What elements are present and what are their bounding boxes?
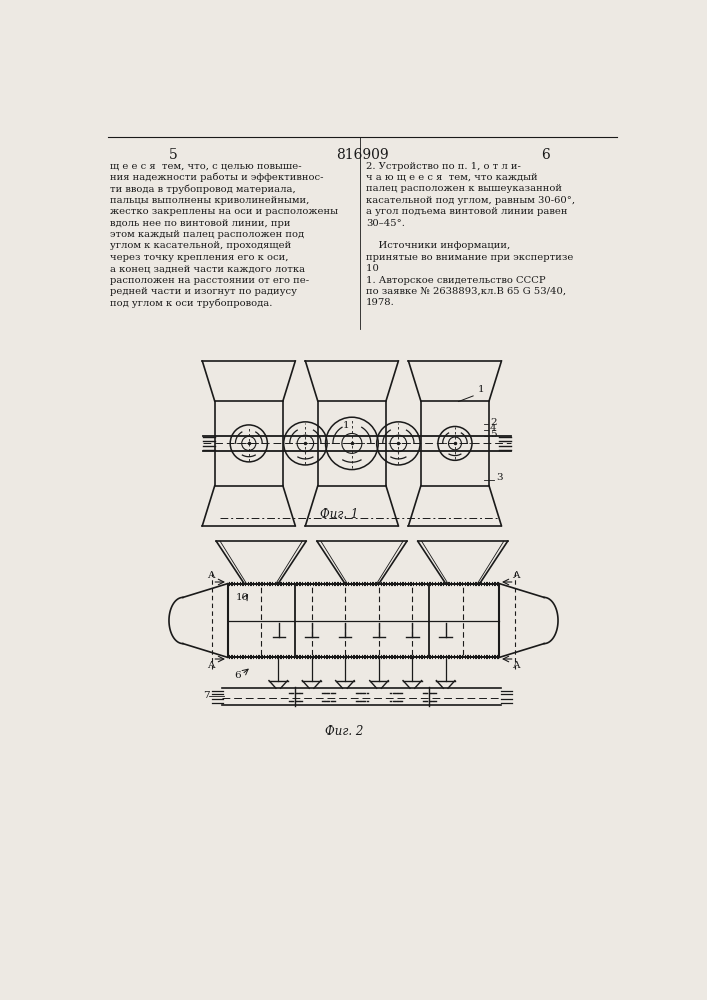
Text: 10: 10	[235, 593, 249, 602]
Text: Источники информации,: Источники информации,	[366, 241, 510, 250]
Text: A: A	[513, 661, 520, 670]
Text: Фиг. 1: Фиг. 1	[320, 508, 358, 521]
Text: палец расположен к вышеуказанной: палец расположен к вышеуказанной	[366, 184, 562, 193]
Text: 1978.: 1978.	[366, 298, 395, 307]
Text: касательной под углом, равным 30-60°,: касательной под углом, равным 30-60°,	[366, 196, 575, 205]
Text: 30–45°.: 30–45°.	[366, 219, 404, 228]
Text: 10: 10	[366, 264, 382, 273]
Text: редней части и изогнут по радиусу: редней части и изогнут по радиусу	[110, 287, 297, 296]
Text: расположен на расстоянии от его пе-: расположен на расстоянии от его пе-	[110, 276, 309, 285]
Text: этом каждый палец расположен под: этом каждый палец расположен под	[110, 230, 304, 239]
Text: жестко закреплены на оси и расположены: жестко закреплены на оси и расположены	[110, 207, 338, 216]
Text: вдоль нее по винтовой линии, при: вдоль нее по винтовой линии, при	[110, 219, 291, 228]
Text: а угол подъема винтовой линии равен: а угол подъема винтовой линии равен	[366, 207, 567, 216]
Text: а конец задней части каждого лотка: а конец задней части каждого лотка	[110, 264, 305, 273]
Text: ч а ю щ е е с я  тем, что каждый: ч а ю щ е е с я тем, что каждый	[366, 173, 537, 182]
Bar	[421, 401, 489, 486]
Text: пальцы выполнены криволинейными,: пальцы выполнены криволинейными,	[110, 196, 310, 205]
Bar	[228, 584, 499, 657]
Text: A: A	[207, 571, 215, 580]
Text: ти ввода в трубопровод материала,: ти ввода в трубопровод материала,	[110, 184, 296, 194]
Text: 816909: 816909	[336, 148, 388, 162]
Text: ния надежности работы и эффективнос-: ния надежности работы и эффективнос-	[110, 173, 324, 182]
Text: углом к касательной, проходящей: углом к касательной, проходящей	[110, 241, 291, 250]
Text: Фиг. 2: Фиг. 2	[325, 725, 363, 738]
Text: 5: 5	[490, 430, 496, 439]
Text: 2. Устройство по п. 1, о т л и-: 2. Устройство по п. 1, о т л и-	[366, 162, 520, 171]
Text: 1. Авторское свидетельство СССР: 1. Авторское свидетельство СССР	[366, 276, 545, 285]
Text: по заявке № 2638893,кл.В 65 G 53/40,: по заявке № 2638893,кл.В 65 G 53/40,	[366, 287, 566, 296]
Text: под углом к оси трубопровода.: под углом к оси трубопровода.	[110, 298, 272, 308]
Text: 3: 3	[496, 473, 503, 482]
Text: A: A	[207, 661, 215, 670]
Text: 6: 6	[542, 148, 550, 162]
Text: 1: 1	[343, 421, 349, 430]
Text: 5: 5	[169, 148, 178, 162]
Text: через точку крепления его к оси,: через точку крепления его к оси,	[110, 253, 288, 262]
Text: 1: 1	[477, 385, 484, 394]
Text: 4: 4	[490, 424, 496, 433]
Bar	[317, 401, 386, 486]
Text: A: A	[513, 571, 520, 580]
Text: принятые во внимание при экспертизе: принятые во внимание при экспертизе	[366, 253, 573, 262]
Text: 7: 7	[203, 691, 210, 700]
Text: щ е е с я  тем, что, с целью повыше-: щ е е с я тем, что, с целью повыше-	[110, 162, 302, 171]
Text: 6: 6	[234, 671, 240, 680]
Bar	[215, 401, 283, 486]
Text: 2: 2	[490, 418, 496, 427]
